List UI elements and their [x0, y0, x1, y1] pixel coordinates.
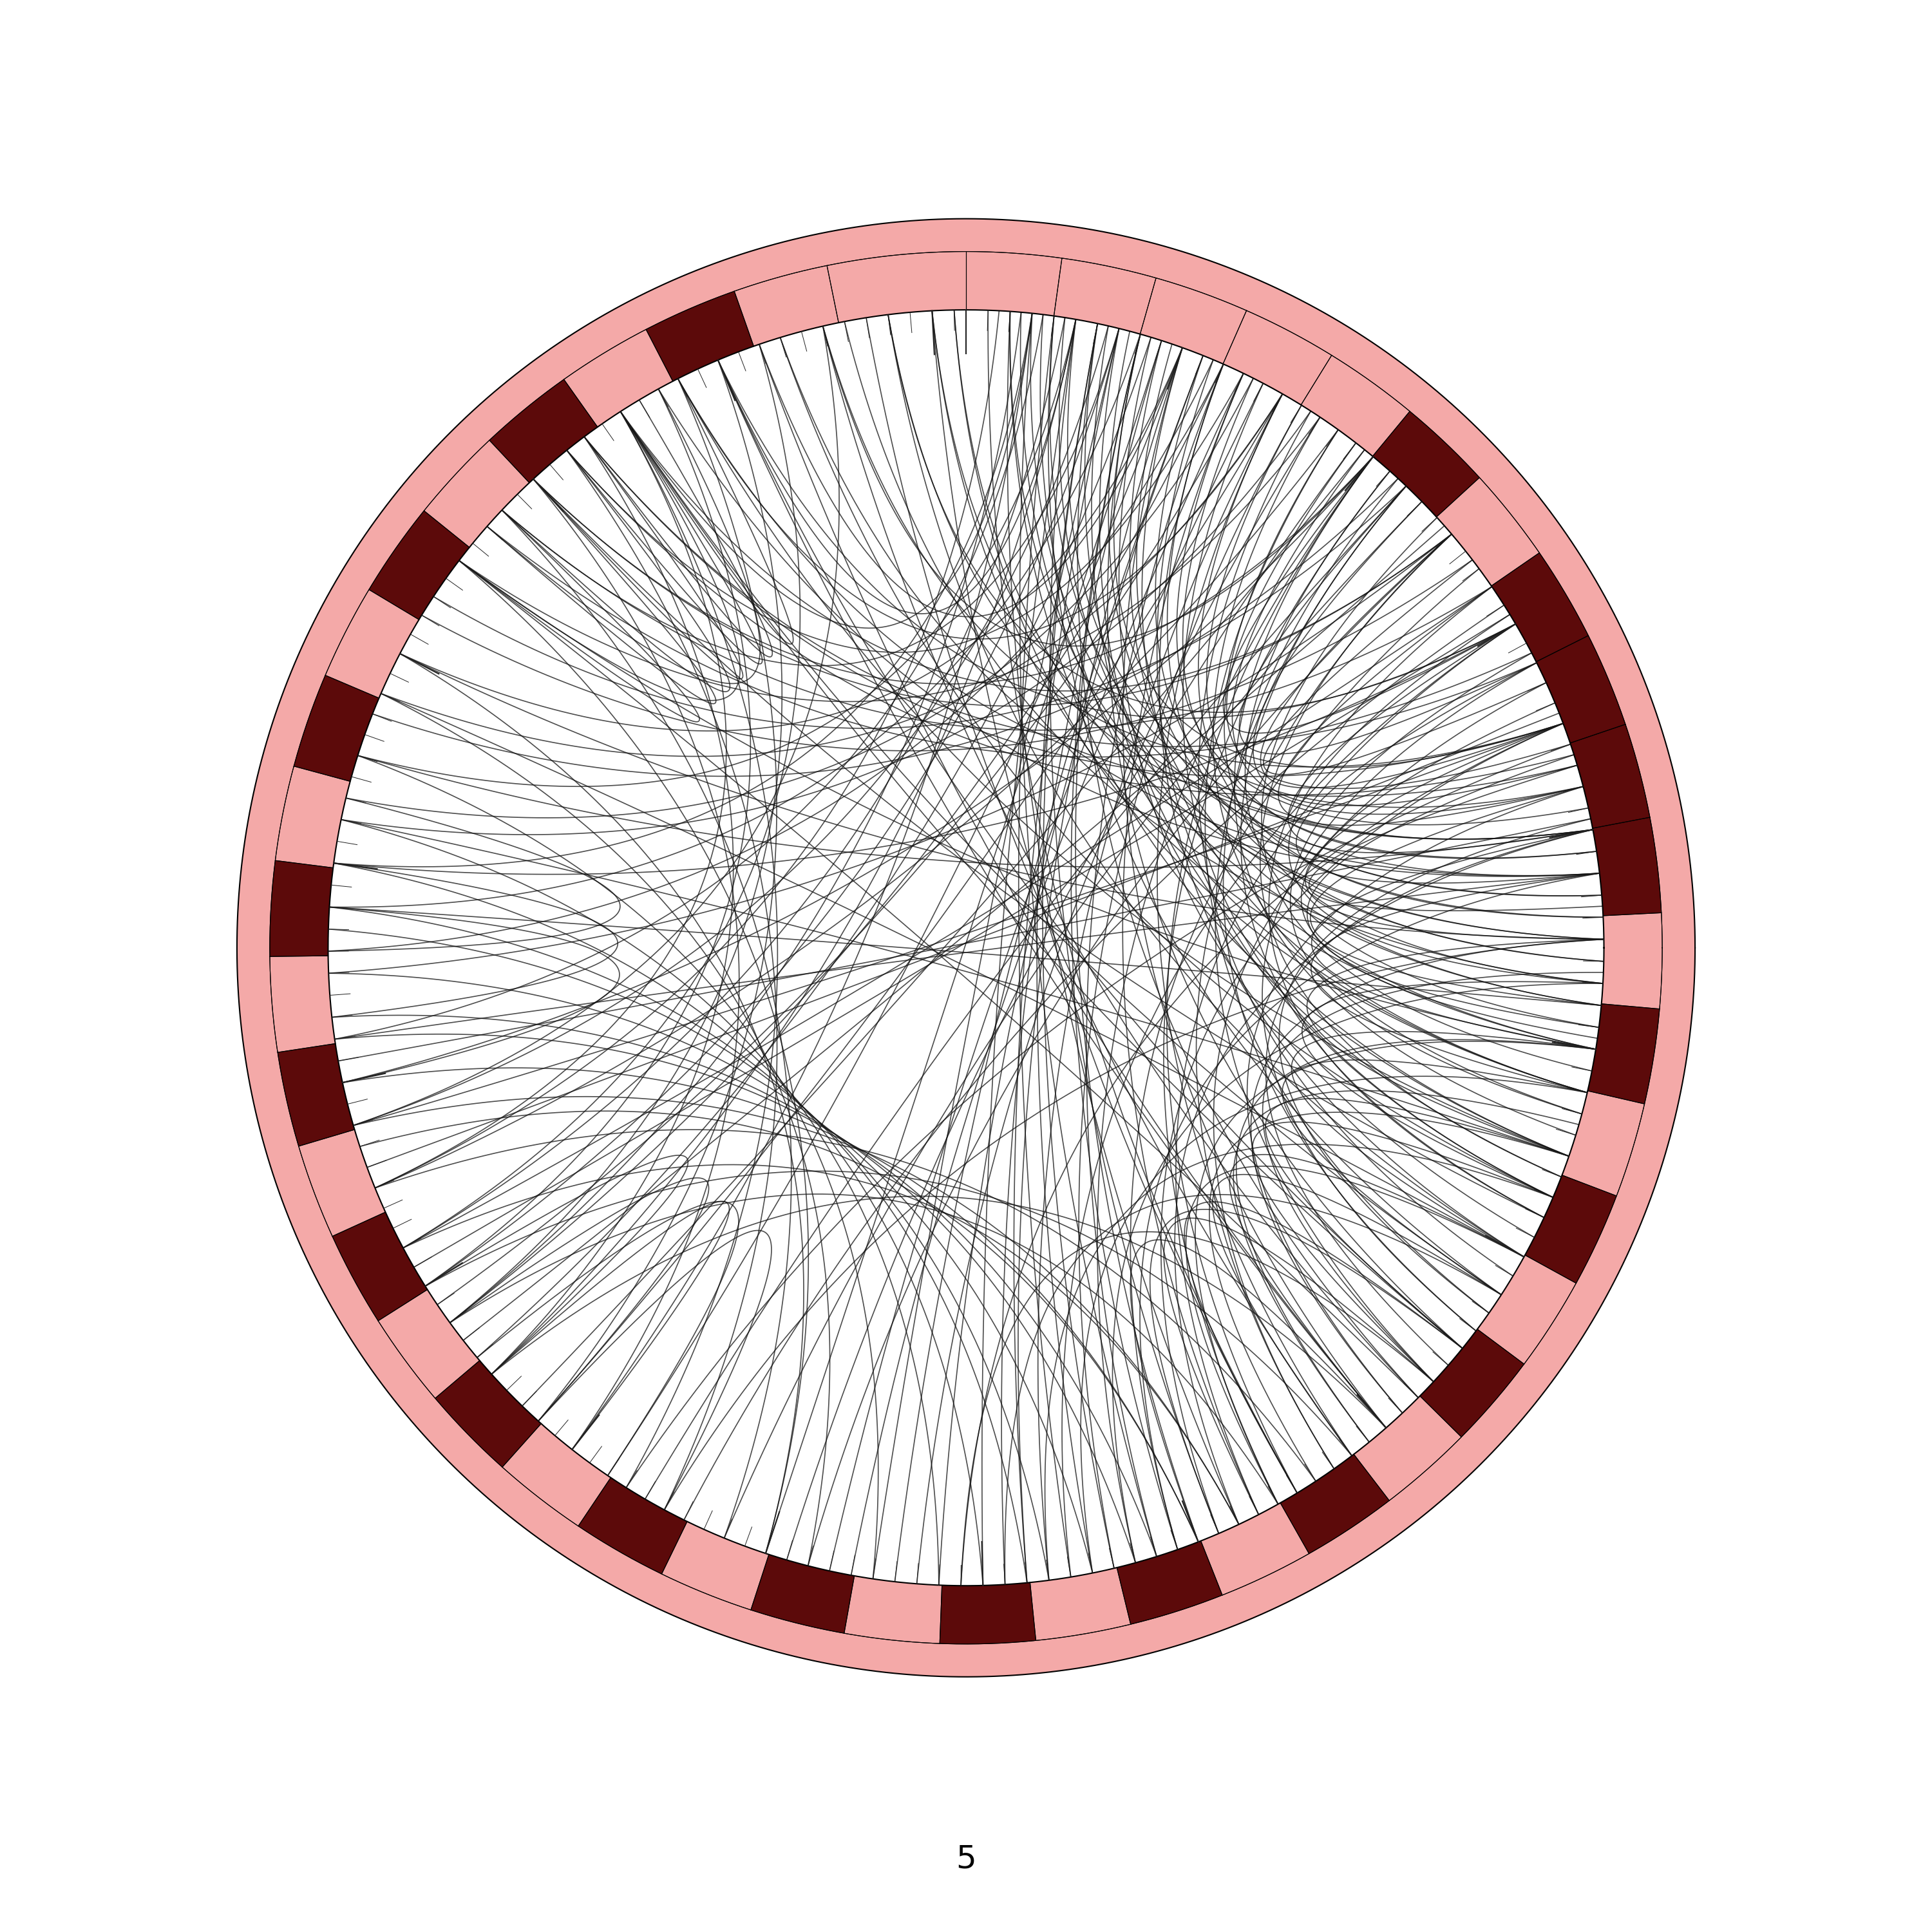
Polygon shape [332, 1211, 427, 1321]
Polygon shape [369, 510, 469, 620]
Polygon shape [238, 218, 1694, 1677]
Polygon shape [661, 1522, 769, 1609]
Polygon shape [827, 251, 966, 323]
Polygon shape [1592, 817, 1662, 916]
Polygon shape [1140, 278, 1246, 363]
Polygon shape [752, 1555, 854, 1633]
Polygon shape [578, 1478, 688, 1575]
Polygon shape [1372, 412, 1480, 518]
Polygon shape [502, 1424, 611, 1526]
Polygon shape [379, 1289, 479, 1399]
Polygon shape [299, 1130, 384, 1236]
Polygon shape [564, 330, 672, 427]
Polygon shape [1281, 1455, 1389, 1553]
Polygon shape [1524, 1175, 1617, 1283]
Polygon shape [1117, 1542, 1223, 1625]
Polygon shape [1571, 724, 1650, 829]
Polygon shape [1053, 259, 1155, 334]
Polygon shape [1202, 1503, 1310, 1596]
Polygon shape [274, 767, 350, 867]
Polygon shape [1478, 1256, 1577, 1364]
Polygon shape [1588, 1005, 1660, 1103]
Polygon shape [325, 589, 419, 697]
Text: 5: 5 [956, 1843, 976, 1874]
Polygon shape [1300, 355, 1410, 456]
Polygon shape [1030, 1567, 1130, 1640]
Polygon shape [645, 292, 753, 381]
Polygon shape [966, 251, 1063, 317]
Polygon shape [939, 1582, 1036, 1644]
Polygon shape [270, 860, 332, 956]
Polygon shape [423, 440, 529, 547]
Polygon shape [1563, 1092, 1644, 1196]
Polygon shape [278, 1043, 355, 1146]
Polygon shape [1536, 636, 1625, 744]
Polygon shape [489, 379, 597, 483]
Polygon shape [270, 956, 336, 1053]
Polygon shape [435, 1360, 541, 1466]
Polygon shape [844, 1577, 943, 1644]
Polygon shape [1437, 477, 1540, 585]
Polygon shape [1602, 912, 1662, 1009]
Polygon shape [1223, 311, 1331, 406]
Polygon shape [294, 676, 379, 781]
Polygon shape [1354, 1397, 1461, 1501]
Polygon shape [734, 265, 838, 346]
Polygon shape [1420, 1329, 1524, 1437]
Polygon shape [1492, 553, 1588, 663]
